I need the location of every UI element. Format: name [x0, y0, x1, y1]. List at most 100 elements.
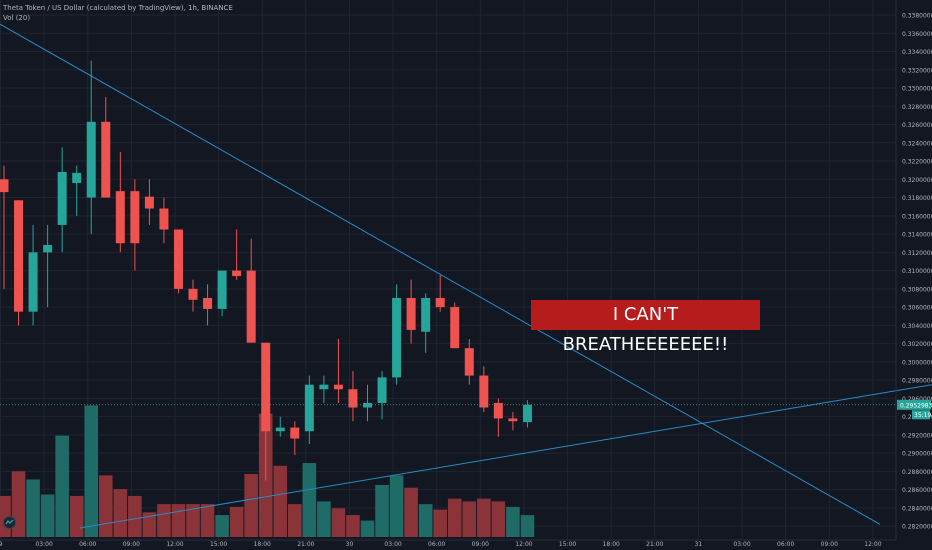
candle [363, 384, 372, 422]
volume-bar [506, 506, 520, 537]
candle-body [290, 427, 300, 439]
candle [421, 293, 431, 353]
x-tick-label: 9 [0, 541, 3, 548]
candle-body [173, 229, 183, 289]
candle-body [363, 402, 372, 408]
y-tick-label: 0.28200000 [902, 524, 932, 531]
volume-bar [98, 475, 113, 537]
x-tick-label: 30 [346, 541, 354, 548]
y-tick-label: 0.33400000 [902, 49, 932, 56]
candle [377, 370, 387, 420]
y-tick-label: 0.33200000 [902, 67, 932, 74]
candle [450, 302, 460, 349]
y-tick-label: 0.33000000 [902, 86, 932, 93]
y-tick-label: 0.31200000 [902, 250, 932, 257]
candle [406, 279, 416, 344]
candle-body [188, 288, 198, 300]
candle-body [377, 377, 387, 403]
y-tick-label: 0.30400000 [902, 323, 932, 330]
y-tick-label: 0.31000000 [902, 268, 932, 275]
candle-body [319, 384, 329, 390]
candle [522, 400, 532, 428]
candle-body [392, 297, 402, 378]
x-tick-label: 06:00 [79, 541, 96, 548]
y-tick-label: 0.30200000 [902, 341, 932, 348]
y-tick-label: 0.32200000 [902, 159, 932, 166]
y-tick-label: 0.28800000 [902, 469, 932, 476]
x-tick-label: 15:00 [559, 541, 576, 548]
candle-body [28, 252, 38, 312]
text-annotation[interactable]: I CAN'T BREATHEEEEEEE!! [531, 300, 760, 355]
candle-layer [0, 60, 532, 481]
volume-bar [113, 489, 128, 537]
candle [115, 151, 125, 253]
candle [72, 165, 82, 216]
volume-bar [491, 501, 506, 537]
y-tick-label: 0.28600000 [902, 487, 932, 494]
candle-body [0, 179, 9, 193]
y-tick-label: 0.32400000 [902, 140, 932, 147]
volume-bar [244, 473, 258, 537]
volume-bar [26, 479, 40, 537]
candle-body [86, 121, 96, 198]
volume-bar [128, 495, 142, 537]
volume-bar [69, 495, 84, 537]
volume-bar [375, 484, 389, 537]
volume-bar [360, 520, 375, 537]
volume-bar [389, 475, 404, 537]
volume-bar [215, 515, 229, 537]
y-tick-label: 0.29000000 [902, 451, 932, 458]
candle [304, 375, 314, 445]
candle-body [275, 427, 285, 432]
candle [159, 197, 169, 244]
candle-body [217, 270, 227, 309]
volume-bar [55, 435, 69, 537]
candle [435, 275, 445, 312]
ascending-trendline[interactable] [79, 384, 932, 529]
candle-body [246, 270, 256, 343]
candle-body [43, 245, 53, 253]
candle [43, 224, 53, 308]
candle [319, 375, 329, 403]
candle-body [406, 297, 416, 330]
volume-bar [317, 501, 331, 537]
x-tick-label: 09:00 [123, 541, 140, 548]
candle [464, 339, 474, 385]
candle [217, 270, 227, 317]
volume-bar [157, 504, 171, 537]
candle-body [115, 191, 125, 244]
x-tick-label: 03:00 [733, 541, 750, 548]
chart-header: Theta Token / US Dollar (calculated by T… [3, 3, 233, 23]
trendline-layer [0, 23, 932, 529]
candle-body [101, 121, 111, 198]
descending-trendline[interactable] [0, 23, 881, 525]
candle [130, 179, 140, 271]
y-tick-label: 0.28400000 [902, 505, 932, 512]
last-price-label-box [897, 399, 931, 410]
candle [188, 279, 198, 312]
volume-layer [0, 405, 535, 537]
volume-bar [288, 504, 302, 537]
volume-bar [447, 498, 462, 537]
y-tick-label: 0.33800000 [902, 13, 932, 20]
y-tick-label: 0.29600000 [902, 396, 932, 403]
x-tick-label: 03:00 [35, 541, 52, 548]
volume-bar [302, 463, 317, 537]
y-tick-label: 0.30800000 [902, 286, 932, 293]
tradingview-logo-icon[interactable] [3, 516, 16, 529]
volume-bar [229, 506, 244, 537]
y-tick-label: 0.30000000 [902, 359, 932, 366]
volume-bar [171, 504, 186, 537]
volume-bar [142, 512, 157, 537]
y-tick-label: 0.29800000 [902, 378, 932, 385]
y-tick-label: 0.30600000 [902, 305, 932, 312]
candle [57, 147, 67, 253]
candle [86, 60, 96, 235]
candle [275, 416, 285, 437]
candle-body [130, 191, 140, 244]
volume-bar [40, 494, 55, 537]
candle [203, 284, 213, 326]
x-tick-label: 21:00 [297, 541, 314, 548]
y-tick-label: 0.32800000 [902, 104, 932, 111]
